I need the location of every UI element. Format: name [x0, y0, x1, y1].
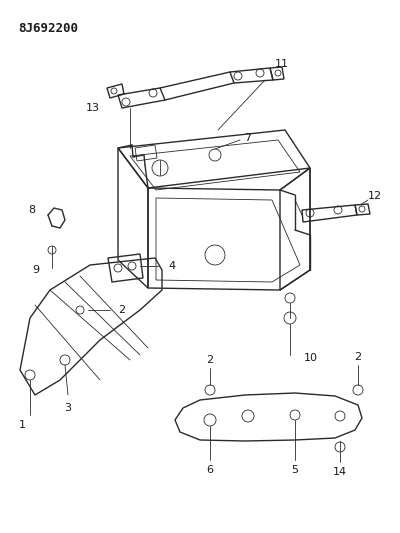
Text: 12: 12	[368, 191, 382, 201]
Text: 11: 11	[275, 59, 289, 69]
Text: 14: 14	[333, 467, 347, 477]
Text: 2: 2	[118, 305, 125, 315]
Text: 8J692200: 8J692200	[18, 22, 78, 35]
Text: 7: 7	[244, 133, 252, 143]
Text: 2: 2	[206, 355, 214, 365]
Text: 8: 8	[28, 205, 36, 215]
Text: 13: 13	[86, 103, 100, 113]
Text: 9: 9	[32, 265, 40, 275]
Text: 6: 6	[206, 465, 214, 475]
Text: 4: 4	[168, 261, 175, 271]
Text: 3: 3	[64, 403, 72, 413]
Text: 2: 2	[354, 352, 362, 362]
Text: 10: 10	[304, 353, 318, 363]
Text: 5: 5	[292, 465, 298, 475]
Text: 1: 1	[18, 420, 26, 430]
